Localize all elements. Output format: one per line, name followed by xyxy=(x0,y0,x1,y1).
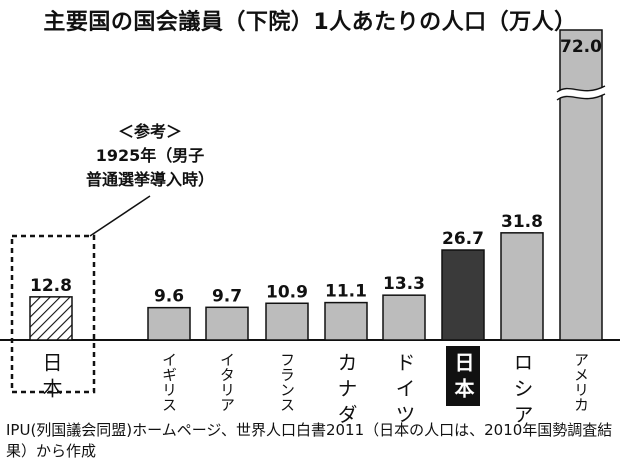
bar-value-label-0: 12.8 xyxy=(30,276,72,296)
bar-value-label-1: 9.6 xyxy=(154,287,184,307)
category-label-1: イギリス xyxy=(160,352,178,412)
bar-8 xyxy=(559,29,603,341)
bar-7 xyxy=(500,232,544,341)
category-label-3: フランス xyxy=(278,352,296,412)
bar-value-label-5: 13.3 xyxy=(383,274,425,294)
category-label-6: 日本 xyxy=(451,352,475,404)
bar-value-label-2: 9.7 xyxy=(212,286,242,306)
bar-value-label-7: 31.8 xyxy=(501,212,543,232)
bar-5 xyxy=(382,294,426,341)
bar-1 xyxy=(147,306,191,341)
bar-4 xyxy=(324,301,368,341)
reference-note-line2: 1925年（男子 xyxy=(95,146,205,165)
category-label-2: イタリア xyxy=(218,352,236,412)
reference-note-line3: 普通選挙導入時） xyxy=(85,170,214,189)
bar-6 xyxy=(441,249,485,341)
bar-0 xyxy=(29,296,73,341)
bar-value-label-4: 11.1 xyxy=(325,282,367,302)
reference-dashed-box xyxy=(10,234,96,394)
reference-note-line1: ＜参考＞ xyxy=(117,122,182,141)
axis-break-line xyxy=(556,85,606,93)
chart-title: 主要国の国会議員（下院）1人あたりの人口（万人） xyxy=(43,10,577,35)
category-label-0: 日本 xyxy=(39,352,63,404)
category-label-8: アメリカ xyxy=(572,352,590,412)
axis-break-mark xyxy=(555,87,607,99)
category-label-4: カナダ xyxy=(334,352,358,430)
source-note: IPU(列国議会同盟)ホームページ、世界人口白書2011（日本の人口は、2010… xyxy=(6,421,613,460)
axis-break-line xyxy=(556,93,606,101)
reference-leader-line xyxy=(89,195,151,237)
highlight-label-background xyxy=(446,346,480,406)
bar-value-label-8: 72.0 xyxy=(560,37,602,57)
bar-3 xyxy=(265,302,309,341)
category-label-7: ロシア xyxy=(510,352,534,430)
category-label-5: ドイツ xyxy=(392,352,416,430)
bar-value-label-3: 10.9 xyxy=(266,282,308,302)
bar-value-label-6: 26.7 xyxy=(442,229,484,249)
bar-2 xyxy=(205,306,249,341)
